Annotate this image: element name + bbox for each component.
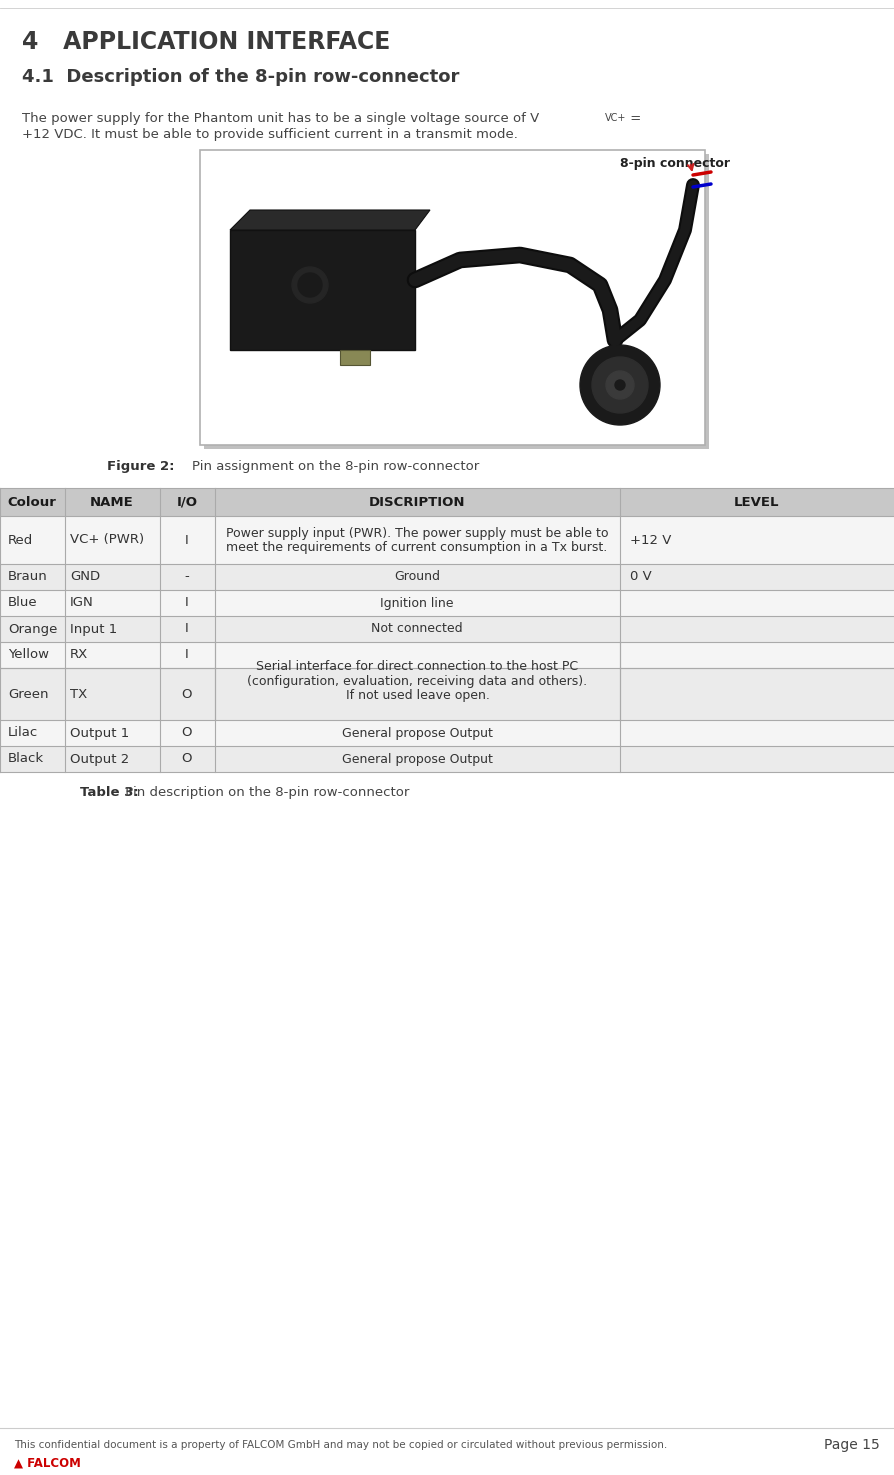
Bar <box>0 590 894 617</box>
Text: LEVEL: LEVEL <box>733 496 779 509</box>
Text: General propose Output: General propose Output <box>342 727 492 739</box>
Bar <box>204 153 708 448</box>
Text: Serial interface for direct connection to the host PC: Serial interface for direct connection t… <box>257 659 578 673</box>
Text: Page 15: Page 15 <box>823 1438 879 1451</box>
Bar <box>0 488 894 516</box>
Circle shape <box>298 273 322 296</box>
Circle shape <box>591 357 647 413</box>
Bar <box>0 720 894 746</box>
Text: meet the requirements of current consumption in a Tx burst.: meet the requirements of current consump… <box>226 540 607 553</box>
Text: Black: Black <box>8 752 44 766</box>
Text: General propose Output: General propose Output <box>342 752 492 766</box>
Text: NAME: NAME <box>90 496 134 509</box>
Bar <box>0 617 894 642</box>
Polygon shape <box>230 209 429 230</box>
Text: Input 1: Input 1 <box>70 622 117 636</box>
Text: I: I <box>185 596 189 609</box>
Text: This confidential document is a property of FALCOM GmbH and may not be copied or: This confidential document is a property… <box>14 1440 667 1450</box>
Bar <box>215 668 620 720</box>
Circle shape <box>291 267 327 302</box>
Text: VC+: VC+ <box>604 114 626 122</box>
Text: Ground: Ground <box>393 571 440 584</box>
Text: Pin description on the 8-pin row-connector: Pin description on the 8-pin row-connect… <box>121 786 409 799</box>
Text: 8-pin connector: 8-pin connector <box>620 156 730 170</box>
Text: If not used leave open.: If not used leave open. <box>345 689 489 702</box>
Text: ▲ FALCOM: ▲ FALCOM <box>14 1456 80 1469</box>
Text: =: = <box>625 112 640 125</box>
Text: VC+ (PWR): VC+ (PWR) <box>70 534 144 547</box>
Bar <box>199 150 704 445</box>
Text: Ignition line: Ignition line <box>380 596 453 609</box>
Circle shape <box>614 381 624 389</box>
Text: Blue: Blue <box>8 596 38 609</box>
Text: Lilac: Lilac <box>8 727 38 739</box>
Text: TX: TX <box>70 687 87 701</box>
Text: IGN: IGN <box>70 596 94 609</box>
Text: O: O <box>181 687 192 701</box>
Bar <box>340 350 369 364</box>
Text: Green: Green <box>8 687 48 701</box>
Text: O: O <box>181 727 192 739</box>
Text: GND: GND <box>70 571 100 584</box>
Text: Not connected: Not connected <box>371 622 462 636</box>
Text: 0 V: 0 V <box>629 571 651 584</box>
Polygon shape <box>230 230 415 350</box>
Text: Orange: Orange <box>8 622 57 636</box>
Bar <box>0 563 894 590</box>
Bar <box>0 642 894 668</box>
Text: Figure 2:: Figure 2: <box>107 460 174 473</box>
Text: (configuration, evaluation, receiving data and others).: (configuration, evaluation, receiving da… <box>247 674 586 687</box>
Text: 4   APPLICATION INTERFACE: 4 APPLICATION INTERFACE <box>22 30 390 55</box>
Text: I: I <box>185 649 189 661</box>
Text: I/O: I/O <box>176 496 198 509</box>
Text: Pin assignment on the 8-pin row-connector: Pin assignment on the 8-pin row-connecto… <box>175 460 478 473</box>
Bar <box>0 516 894 563</box>
Text: I: I <box>185 622 189 636</box>
Text: Yellow: Yellow <box>8 649 49 661</box>
Bar <box>0 746 894 771</box>
Bar <box>0 668 894 720</box>
Text: Braun: Braun <box>8 571 47 584</box>
Text: Output 1: Output 1 <box>70 727 129 739</box>
Text: I: I <box>185 534 189 547</box>
Text: DISCRIPTION: DISCRIPTION <box>368 496 465 509</box>
Circle shape <box>579 345 659 425</box>
Text: +12 V: +12 V <box>629 534 670 547</box>
Text: Output 2: Output 2 <box>70 752 129 766</box>
Circle shape <box>605 372 633 400</box>
Text: +12 VDC. It must be able to provide sufficient current in a transmit mode.: +12 VDC. It must be able to provide suff… <box>22 128 518 142</box>
Text: Colour: Colour <box>7 496 56 509</box>
Text: Red: Red <box>8 534 33 547</box>
Text: RX: RX <box>70 649 89 661</box>
Text: -: - <box>184 571 190 584</box>
Bar <box>215 642 620 668</box>
Text: O: O <box>181 752 192 766</box>
Text: Power supply input (PWR). The power supply must be able to: Power supply input (PWR). The power supp… <box>225 527 608 540</box>
Text: 4.1  Description of the 8-pin row-connector: 4.1 Description of the 8-pin row-connect… <box>22 68 459 86</box>
Text: The power supply for the Phantom unit has to be a single voltage source of V: The power supply for the Phantom unit ha… <box>22 112 539 125</box>
Text: Table 3:: Table 3: <box>80 786 139 799</box>
